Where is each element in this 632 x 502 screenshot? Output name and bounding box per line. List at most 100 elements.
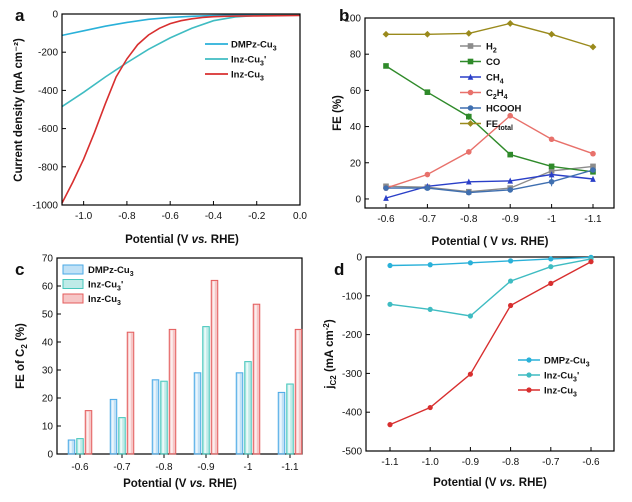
data-point-c2h4 [424, 171, 431, 178]
series-line-c2h4 [385, 114, 594, 189]
y-axis-label-d: jC2 (mA cm-2) [322, 319, 338, 390]
data-point-fetotal [465, 29, 473, 37]
y-axis-label-c: FE of C2 (%) [15, 323, 29, 389]
data-point-inz [508, 302, 514, 309]
legend-label-fetotal: FEtotal [486, 119, 513, 132]
data-point-dmpz [467, 260, 473, 266]
x-axis-label-c: Potential (V vs. RHE) [123, 478, 237, 490]
data-point-inz [548, 280, 554, 286]
plot-frame-d [365, 256, 615, 452]
x-tick-label-c: -0.6 [71, 462, 89, 473]
bar-highlight [69, 441, 72, 453]
series-line-h2 [385, 165, 594, 193]
panel-label-a: a [15, 6, 25, 25]
x-tick-label-d: -0.8 [502, 457, 520, 468]
x-tick-label-d: -0.6 [582, 457, 600, 468]
bar-highlight [237, 373, 240, 453]
y-tick-label-b: 100 [344, 14, 361, 25]
data-point-inz [387, 422, 393, 428]
bar-highlight [195, 373, 198, 453]
legend-marker-c2h4 [467, 89, 474, 96]
x-tick-label-c: -0.9 [197, 462, 215, 473]
series-line-inz [389, 261, 592, 426]
data-point-dmpz [508, 258, 514, 264]
data-point-hcooh [590, 167, 596, 173]
legend-label-c2h4: C2H4 [486, 88, 508, 101]
x-tick-label-b: -0.9 [502, 214, 520, 225]
y-tick-label-b: 20 [350, 158, 362, 169]
bar-highlight [128, 333, 131, 453]
data-point-dmpz [548, 256, 554, 262]
data-point-c2h4 [507, 112, 513, 119]
bar-highlight [120, 418, 123, 453]
bar-highlight [78, 439, 81, 453]
legend-label-dmpz: DMPz-Cu3 [231, 40, 277, 53]
data-point-dmpz [387, 262, 393, 269]
x-tick-label-a: -0.8 [118, 211, 136, 222]
data-point-hcooh [548, 178, 555, 185]
legend-label-co: CO [486, 57, 500, 68]
legend-marker-dmpz [526, 357, 532, 363]
legend-label-inz: Inz-Cu3 [231, 70, 264, 83]
bar-highlight [279, 393, 282, 453]
data-point-hcooh [507, 187, 513, 193]
legend-swatch-bar_dmpz [62, 264, 84, 275]
legend-marker-ch4 [467, 73, 474, 80]
legend-label-inz: Inz-Cu3 [544, 386, 577, 399]
panel-label-c: c [15, 260, 24, 279]
y-tick-label-a: 0 [52, 10, 58, 21]
x-tick-label-c: -0.7 [113, 462, 131, 473]
panel-label-b: b [339, 6, 349, 25]
data-point-co [383, 63, 389, 69]
data-point-ch4 [383, 194, 389, 201]
legend-marker-h2 [467, 43, 474, 49]
x-tick-label-a: -0.6 [162, 211, 180, 222]
series-line-co [385, 65, 594, 173]
y-tick-label-b: 40 [350, 122, 362, 133]
x-axis-label-a: Potential (V vs. RHE) [125, 234, 239, 246]
data-point-co [507, 151, 513, 158]
x-tick-label-b: -1.1 [584, 214, 602, 225]
y-tick-label-b: 0 [355, 194, 361, 205]
panel-b: b -0.6 -0.7 -0.8 -0.9 -1 -1.1 0 20 40 60 80 100 FE … [332, 6, 615, 248]
data-point-fetotal [506, 20, 514, 27]
data-point-ch4 [548, 171, 555, 178]
x-tick-label-d: -1.0 [422, 457, 440, 468]
bar-highlight [204, 327, 207, 453]
y-tick-label-c: 20 [42, 394, 54, 405]
data-point-hcooh [424, 185, 431, 191]
plot-frame-a [61, 13, 301, 206]
y-axis-label-a: Current density (mA cm⁻²) [13, 38, 25, 182]
data-point-ch4 [466, 178, 472, 185]
y-tick-label-d: -500 [342, 447, 362, 458]
data-point-co [466, 113, 472, 120]
data-point-inz1 [548, 264, 554, 270]
y-tick-label-c: 10 [42, 422, 54, 433]
data-point-c2h4 [466, 149, 472, 155]
bar-highlight [86, 411, 89, 453]
data-point-c2h4 [548, 136, 555, 143]
legend-label-bar_inz1: Inz-Cu3' [88, 280, 123, 293]
legend-marker-fetotal [467, 120, 474, 127]
legend-label-ch4: CH4 [486, 73, 504, 86]
data-point-inz1 [508, 278, 514, 284]
data-point-fetotal [424, 30, 431, 38]
bar-highlight [111, 400, 114, 453]
legend-label-h2: H2 [486, 42, 497, 55]
x-tick-label-a: -0.2 [248, 211, 266, 222]
data-point-inz1 [467, 313, 473, 319]
x-axis-label-d: Potential (V vs. RHE) [433, 477, 547, 489]
data-point-ch4 [590, 175, 596, 182]
y-tick-label-c: 40 [42, 338, 54, 349]
panel-d: d -1.1 -1.0 -0.9 -0.8 -0.7 -0.6 0 -100 -200 -300 -… [322, 253, 615, 489]
x-tick-label-b: -0.8 [460, 214, 478, 225]
data-point-co [424, 89, 431, 95]
y-tick-label-d: -200 [342, 330, 362, 341]
data-point-ch4 [507, 177, 513, 184]
bar-highlight [288, 385, 291, 453]
panel-a: a -1.0 -0.8 -0.6 -0.4 -0.2 0.0 0 -200 -400 -600 -8… [13, 6, 307, 246]
legend-marker-hcooh [467, 105, 474, 111]
legend-label-inz1: Inz-Cu3' [544, 371, 579, 384]
y-tick-label-a: -800 [38, 162, 58, 173]
